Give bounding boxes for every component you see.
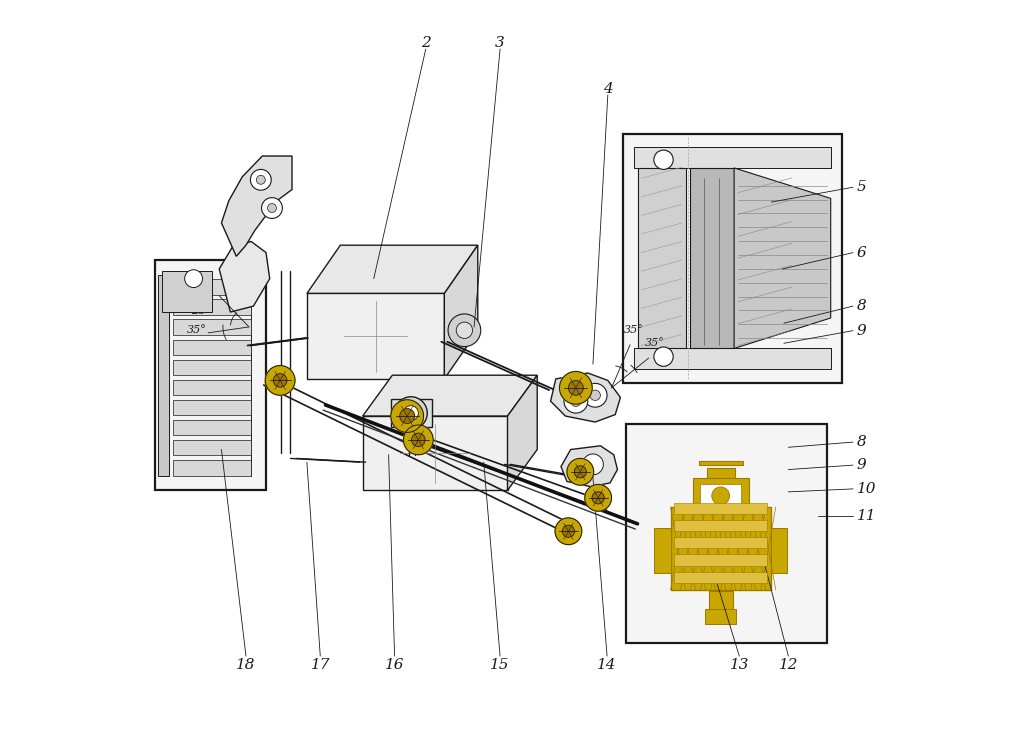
Circle shape xyxy=(456,322,473,339)
Bar xyxy=(174,380,251,395)
Bar xyxy=(674,503,767,514)
Text: 35°: 35° xyxy=(645,338,665,348)
Circle shape xyxy=(590,390,601,400)
Circle shape xyxy=(584,383,607,407)
Polygon shape xyxy=(219,241,270,312)
Circle shape xyxy=(585,484,611,511)
Circle shape xyxy=(251,169,271,190)
Circle shape xyxy=(574,466,587,478)
Bar xyxy=(708,591,733,613)
Text: 3: 3 xyxy=(495,36,504,50)
Text: 16: 16 xyxy=(385,658,404,672)
Bar xyxy=(391,399,431,427)
Bar xyxy=(770,528,787,574)
Bar xyxy=(174,440,251,455)
Bar xyxy=(674,537,767,548)
Bar xyxy=(692,478,749,511)
Bar xyxy=(622,134,841,383)
Circle shape xyxy=(400,409,414,424)
Bar xyxy=(674,571,767,583)
Polygon shape xyxy=(561,446,617,487)
Bar xyxy=(174,319,251,335)
Bar xyxy=(174,340,251,355)
Bar xyxy=(174,420,251,435)
Bar xyxy=(174,360,251,375)
Bar xyxy=(174,400,251,415)
Bar xyxy=(174,460,251,476)
Bar xyxy=(158,275,170,476)
Text: 35°: 35° xyxy=(624,325,644,335)
Circle shape xyxy=(404,406,418,421)
Bar xyxy=(154,260,266,490)
Polygon shape xyxy=(307,293,445,379)
Circle shape xyxy=(268,204,276,212)
Text: 18: 18 xyxy=(236,658,256,672)
Bar xyxy=(162,271,212,312)
Bar xyxy=(706,468,735,494)
Circle shape xyxy=(448,314,481,346)
Bar xyxy=(633,147,830,168)
Text: 5: 5 xyxy=(857,181,867,194)
Circle shape xyxy=(273,374,287,387)
Polygon shape xyxy=(734,168,830,348)
Circle shape xyxy=(262,198,282,218)
Circle shape xyxy=(570,396,581,406)
Text: 14: 14 xyxy=(597,658,617,672)
Polygon shape xyxy=(221,156,292,256)
Bar xyxy=(633,348,830,369)
Circle shape xyxy=(564,389,588,413)
Circle shape xyxy=(404,425,433,455)
Bar xyxy=(626,424,827,643)
Bar xyxy=(637,168,686,348)
Circle shape xyxy=(567,458,594,485)
Polygon shape xyxy=(550,373,620,422)
Text: 35°: 35° xyxy=(187,325,207,335)
Bar xyxy=(655,528,671,574)
Bar xyxy=(704,609,737,624)
Polygon shape xyxy=(307,245,478,293)
Circle shape xyxy=(412,433,425,447)
Circle shape xyxy=(555,518,582,545)
Bar xyxy=(674,520,767,531)
Text: 9: 9 xyxy=(857,324,867,337)
Text: 8: 8 xyxy=(857,435,867,449)
Bar xyxy=(174,299,251,315)
Text: 4: 4 xyxy=(603,82,613,96)
Text: 2: 2 xyxy=(421,36,430,50)
Circle shape xyxy=(592,492,604,504)
Circle shape xyxy=(395,397,427,429)
Text: 17: 17 xyxy=(311,658,330,672)
Polygon shape xyxy=(362,375,537,416)
Circle shape xyxy=(562,525,574,537)
Circle shape xyxy=(265,366,295,395)
Bar xyxy=(689,168,734,348)
Polygon shape xyxy=(508,375,537,490)
Polygon shape xyxy=(445,245,478,379)
Text: 28°: 28° xyxy=(192,305,211,316)
Circle shape xyxy=(559,372,592,404)
Text: 12: 12 xyxy=(779,658,798,672)
Circle shape xyxy=(712,487,730,504)
Bar xyxy=(174,279,251,295)
Circle shape xyxy=(391,400,423,432)
Bar xyxy=(674,554,767,565)
Text: 15: 15 xyxy=(490,658,510,672)
Bar xyxy=(698,461,743,465)
Text: 8: 8 xyxy=(857,299,867,313)
Bar xyxy=(700,484,741,504)
Text: 6: 6 xyxy=(857,246,867,259)
Circle shape xyxy=(257,175,265,184)
Text: 13: 13 xyxy=(730,658,749,672)
Circle shape xyxy=(568,380,584,395)
Circle shape xyxy=(583,454,603,475)
Text: 11: 11 xyxy=(857,510,876,523)
Bar xyxy=(671,507,770,590)
Circle shape xyxy=(185,270,203,288)
Circle shape xyxy=(654,150,673,169)
Text: 9: 9 xyxy=(857,458,867,472)
Circle shape xyxy=(654,347,673,366)
Polygon shape xyxy=(362,416,508,490)
Text: 10: 10 xyxy=(857,482,876,496)
